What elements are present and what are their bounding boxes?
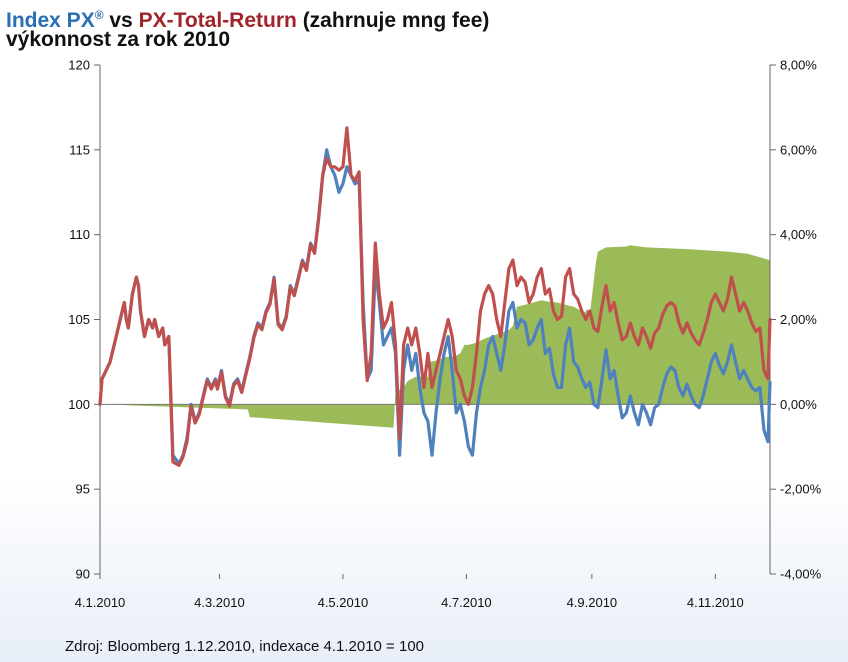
x-tick-label: 4.7.2010 bbox=[441, 595, 492, 610]
y-right-tick-label: 2,00% bbox=[780, 312, 817, 327]
x-tick-label: 4.9.2010 bbox=[567, 595, 618, 610]
y-right-tick-label: 8,00% bbox=[780, 58, 817, 73]
y-left-tick-label: 120 bbox=[68, 58, 90, 73]
area-layer bbox=[100, 245, 770, 428]
series-line-px-tr bbox=[98, 126, 772, 467]
source-note: Zdroj: Bloomberg 1.12.2010, indexace 4.1… bbox=[65, 638, 425, 655]
y-right-tick-label: -2,00% bbox=[780, 482, 822, 497]
y-right-tick-label: -4,00% bbox=[780, 567, 822, 582]
y-left-tick-label: 110 bbox=[69, 227, 90, 242]
y-left-tick-label: 115 bbox=[69, 142, 90, 157]
title-note: (zahrnuje mng fee) bbox=[296, 9, 490, 32]
title-px-total-return: PX-Total-Return bbox=[138, 9, 297, 32]
title-vs: vs bbox=[103, 9, 139, 32]
line-layer bbox=[98, 126, 772, 467]
x-tick-label: 4.1.2010 bbox=[75, 595, 126, 610]
chart-subtitle: výkonnost za rok 2010 bbox=[6, 28, 231, 51]
y-left-tick-label: 95 bbox=[76, 482, 90, 497]
y-right-tick-label: 6,00% bbox=[780, 142, 817, 157]
chart-title: Index PX® vs PX-Total-Return (zahrnuje m… bbox=[6, 3, 489, 33]
x-tick-label: 4.3.2010 bbox=[194, 595, 245, 610]
y-left-tick-label: 105 bbox=[68, 312, 90, 327]
tick-layer: 90 95 100 105 110 115 120 -4,00% -2,00% 0,00% 2,00… bbox=[68, 58, 821, 611]
difference-area bbox=[100, 245, 770, 428]
x-tick-label: 4.11.2010 bbox=[687, 595, 744, 610]
y-left-tick-label: 90 bbox=[76, 567, 90, 582]
y-right-tick-label: 4,00% bbox=[780, 227, 817, 242]
y-right-tick-label: 0,00% bbox=[780, 397, 817, 412]
y-left-tick-label: 100 bbox=[68, 397, 90, 412]
x-tick-label: 4.5.2010 bbox=[318, 595, 369, 610]
registered-mark: ® bbox=[94, 8, 104, 22]
title-index-px: Index PX bbox=[6, 9, 95, 32]
